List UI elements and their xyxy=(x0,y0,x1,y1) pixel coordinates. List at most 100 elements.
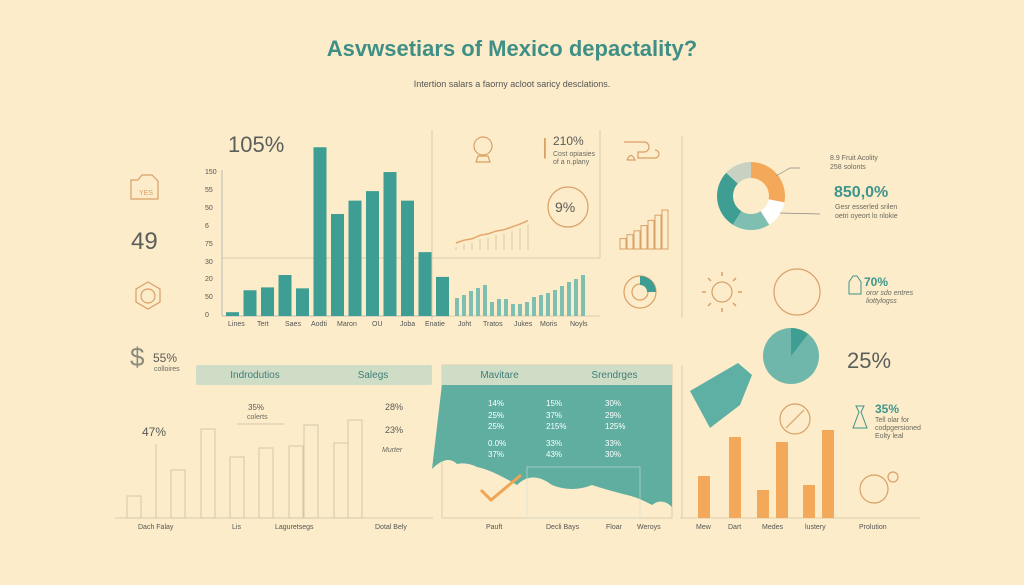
thin-bar xyxy=(483,285,487,316)
thin-bar xyxy=(511,304,515,316)
y-tick-label: 0 xyxy=(205,312,209,320)
hand-icon xyxy=(773,268,821,316)
x-label: Dotal Bely xyxy=(375,524,407,531)
x-tick-label: Maron xyxy=(337,321,357,328)
donut-caption-2: oetri oyeort lo nlokie xyxy=(835,213,898,220)
donut-segment xyxy=(716,172,742,225)
compass-icon xyxy=(779,403,811,435)
chart-headline: 105% xyxy=(228,132,285,157)
target-wedge xyxy=(640,276,656,292)
thin-bar xyxy=(553,290,557,316)
gauge-value: 9% xyxy=(555,199,576,215)
orange-bar xyxy=(776,442,788,518)
x-label: Medes xyxy=(762,524,784,531)
table-left-mid-caption: colerts xyxy=(247,414,268,421)
x-label: lustery xyxy=(805,524,826,531)
thin-bar xyxy=(581,275,585,316)
thin-bar xyxy=(532,297,536,316)
bar xyxy=(296,288,309,316)
bar xyxy=(418,252,432,316)
header-salegs[interactable]: Salegs xyxy=(357,369,389,381)
table-cell: 33% xyxy=(605,438,622,448)
hexagon-inner-icon xyxy=(140,288,156,304)
table-cell: 30% xyxy=(605,399,622,408)
bar xyxy=(401,200,414,316)
thin-bar xyxy=(539,295,543,316)
page-title: Asvwsetiars of Mexico depactality? xyxy=(326,36,698,61)
donut-segment xyxy=(732,211,770,231)
header-srendrges[interactable]: Srendrges xyxy=(591,369,638,381)
y-tick-label: 50 xyxy=(205,204,213,212)
thin-bar xyxy=(455,298,459,316)
donut-note-1: 8.9 Fruit Acolity xyxy=(830,155,878,162)
table-left-r3: Murter xyxy=(382,447,403,454)
table-left-mid-value: 35% xyxy=(248,403,265,412)
stat-25: 25% xyxy=(847,348,892,373)
thin-bar xyxy=(490,302,494,316)
x-label: Weroys xyxy=(637,524,661,531)
table-cell: 43% xyxy=(546,450,563,459)
x-label: Laguretsegs xyxy=(275,524,314,531)
x-tick-label: Saes xyxy=(285,321,301,328)
stat-55-caption: colloires xyxy=(154,366,180,373)
thin-bar xyxy=(462,295,466,316)
y-tick-label: 75 xyxy=(205,240,213,248)
step-bar xyxy=(619,238,627,250)
stat-70: 70% xyxy=(864,275,889,289)
thin-bar xyxy=(518,304,522,316)
table-cell: 0.0% xyxy=(488,438,507,448)
sun-rays xyxy=(702,272,742,312)
stat-35-caption-1: Tell olar for xyxy=(875,417,910,424)
x-tick-label: OU xyxy=(372,321,383,328)
header-indrodutios[interactable]: Indrodutios xyxy=(230,369,280,381)
step-bar xyxy=(626,234,634,250)
table-header-left: Indrodutios Salegs xyxy=(196,365,432,385)
y-tick-label: 20 xyxy=(205,276,213,284)
table-header-mid: Mavitare Srendrges xyxy=(442,365,672,385)
step-bar xyxy=(640,225,648,250)
x-tick-label: Tert xyxy=(257,321,269,328)
header-mavitare[interactable]: Mavitare xyxy=(480,369,519,381)
donut-caption-1: Gesr esserled srilen xyxy=(835,204,898,211)
orange-bar xyxy=(803,485,815,518)
orange-bar xyxy=(822,430,834,518)
table-cell: 25% xyxy=(488,422,505,431)
x-tick-label: Jukes xyxy=(514,321,533,328)
outline-bar xyxy=(288,445,304,519)
globe-icon xyxy=(473,136,493,156)
step-bar xyxy=(661,209,669,250)
stat-47: 47% xyxy=(142,425,167,439)
stat-35-caption-3: Eolty leal xyxy=(875,433,904,440)
orange-bar xyxy=(698,476,710,518)
step-bar xyxy=(633,230,641,250)
stat-210-caption-1: Cost opiasies xyxy=(553,151,596,158)
outline-bar xyxy=(170,469,186,519)
stat-35: 35% xyxy=(875,402,900,416)
donut-value: 850,0% xyxy=(834,184,889,201)
dollar-icon: $ xyxy=(130,342,145,372)
flask-icon xyxy=(852,405,868,429)
teal-wave-area xyxy=(432,384,672,507)
donut-segment xyxy=(751,162,785,203)
checkmark-icon xyxy=(479,473,522,503)
sun-icon xyxy=(711,281,733,303)
y-tick-label: 55 xyxy=(205,186,213,194)
table-cell: 30% xyxy=(605,450,622,459)
table-cell: 125% xyxy=(605,422,626,431)
table-cell: 37% xyxy=(488,450,505,459)
table-left-r1: 28% xyxy=(385,402,404,412)
stat-49: 49 xyxy=(131,228,158,255)
trend-line xyxy=(455,219,529,244)
table-cell: 33% xyxy=(546,438,563,448)
page-subtitle: Intertion salars a faorny acloot saricy … xyxy=(413,79,611,89)
x-tick-label: Noyls xyxy=(570,321,588,328)
thin-bar xyxy=(469,291,473,316)
x-label: Dart xyxy=(728,524,742,531)
gauge-ring xyxy=(547,186,589,228)
x-tick-label: Aodti xyxy=(311,321,327,328)
table-cell: 215% xyxy=(546,422,567,431)
bar xyxy=(313,147,327,316)
stat-210: 210% xyxy=(553,134,584,148)
bar xyxy=(226,312,239,316)
gear-small-icon xyxy=(887,471,899,483)
